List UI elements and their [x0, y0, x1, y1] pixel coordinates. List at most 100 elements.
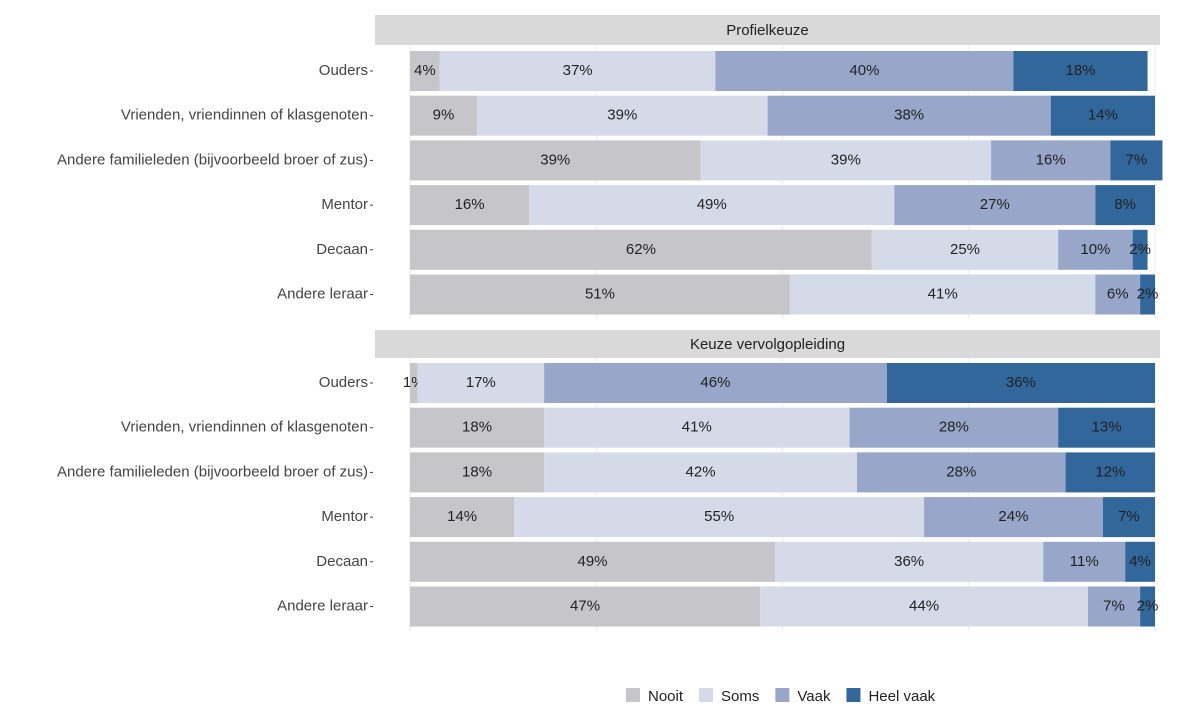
bar-segment	[857, 452, 1066, 493]
value-label: 28%	[939, 419, 969, 436]
value-label: 49%	[697, 196, 727, 213]
legend-swatch	[775, 688, 790, 702]
value-label: 7%	[1118, 508, 1140, 525]
bar-segment	[1058, 407, 1155, 448]
bar-segment	[1095, 274, 1141, 315]
legend-swatch	[626, 688, 640, 702]
bar-segment	[410, 541, 776, 582]
legend-label: Soms	[721, 688, 759, 705]
bar-segment	[410, 497, 515, 538]
y-tick-label: Decaan	[316, 553, 368, 570]
bar-segment	[1087, 586, 1141, 627]
bar-segment	[544, 363, 887, 403]
bar-segment	[410, 185, 530, 226]
bar-segment	[477, 95, 768, 136]
y-tick-label: Vrienden, vriendinnen of klasgenoten	[121, 419, 368, 436]
value-label: 16%	[1036, 151, 1066, 168]
value-label: 10%	[1080, 241, 1110, 258]
bar-segment	[410, 407, 545, 448]
y-tick-label: Andere leraar	[277, 597, 368, 614]
y-tick-label: Ouders	[319, 62, 368, 79]
value-label: 42%	[686, 463, 716, 480]
bar-segment	[410, 95, 478, 136]
value-label: 12%	[1095, 463, 1125, 480]
bar-segment	[1050, 95, 1155, 136]
bar-segment	[544, 452, 857, 493]
value-label: 7%	[1126, 151, 1148, 168]
bar-segment	[849, 407, 1059, 448]
value-label: 14%	[447, 508, 477, 525]
legend-label: Vaak	[797, 688, 831, 705]
bar-segment	[700, 140, 992, 181]
value-label: 36%	[894, 553, 924, 570]
bar-segment	[410, 586, 761, 627]
value-label: 55%	[704, 508, 734, 525]
value-label: 9%	[433, 107, 455, 124]
bar-segment	[410, 363, 418, 403]
bar-segment	[871, 229, 1059, 270]
value-label: 41%	[682, 419, 712, 436]
value-label: 4%	[1129, 553, 1151, 570]
value-label: 18%	[462, 419, 492, 436]
value-label: 51%	[585, 285, 615, 302]
value-label: 44%	[909, 597, 939, 614]
value-label: 4%	[414, 62, 436, 79]
y-tick-label: Vrienden, vriendinnen of klasgenoten	[121, 107, 368, 124]
bar-segment	[760, 586, 1088, 627]
value-label: 39%	[607, 107, 637, 124]
value-label: 6%	[1107, 285, 1129, 302]
y-tick-label: Mentor	[321, 196, 368, 213]
value-label: 46%	[700, 374, 730, 391]
value-label: 38%	[894, 107, 924, 124]
value-label: 39%	[540, 151, 570, 168]
value-label: 40%	[849, 62, 879, 79]
y-tick-label: Ouders	[319, 374, 368, 391]
value-label: 14%	[1088, 107, 1118, 124]
legend-label: Heel vaak	[868, 688, 935, 705]
value-label: 41%	[928, 285, 958, 302]
value-label: 18%	[462, 463, 492, 480]
bar-segment	[894, 185, 1096, 226]
value-label: 49%	[578, 553, 608, 570]
facet-strip	[375, 15, 1160, 45]
value-label: 2%	[1129, 241, 1151, 258]
value-label: 24%	[998, 508, 1028, 525]
bar-segment	[789, 274, 1096, 315]
bar-segment	[1058, 229, 1133, 270]
value-label: 11%	[1070, 553, 1099, 570]
bar-segment	[544, 407, 850, 448]
legend-label: Nooit	[648, 688, 684, 705]
facet-strip	[375, 330, 1160, 358]
value-label: 62%	[626, 241, 656, 258]
bar-segment	[1065, 452, 1155, 493]
y-tick-label: Decaan	[316, 241, 368, 258]
value-label: 18%	[1065, 62, 1095, 79]
bar-segment	[529, 185, 895, 226]
bar-segment	[1043, 541, 1126, 582]
facet-title: Profielkeuze	[726, 22, 809, 39]
bar-segment	[1140, 274, 1155, 315]
bar-segment	[439, 51, 716, 91]
bar-segment	[417, 363, 545, 403]
bar-segment	[886, 363, 1155, 403]
value-label: 13%	[1092, 419, 1122, 436]
bar-segment	[715, 51, 1014, 91]
value-label: 25%	[950, 241, 980, 258]
bar-segment	[410, 51, 440, 91]
legend-swatch	[846, 688, 861, 702]
value-label: 36%	[1006, 374, 1036, 391]
value-label: 7%	[1103, 597, 1125, 614]
bar-segment	[410, 274, 790, 315]
value-label: 2%	[1137, 597, 1159, 614]
value-label: 17%	[466, 374, 496, 391]
value-label: 27%	[980, 196, 1010, 213]
value-label: 47%	[570, 597, 600, 614]
bar-segment	[1013, 51, 1148, 91]
facet-title: Keuze vervolgopleiding	[690, 336, 845, 353]
bar-segment	[410, 452, 545, 493]
y-tick-label: Andere familieleden (bijvoorbeeld broer …	[57, 463, 368, 480]
bar-segment	[775, 541, 1044, 582]
bar-segment	[410, 229, 872, 270]
value-label: 2%	[1137, 285, 1159, 302]
